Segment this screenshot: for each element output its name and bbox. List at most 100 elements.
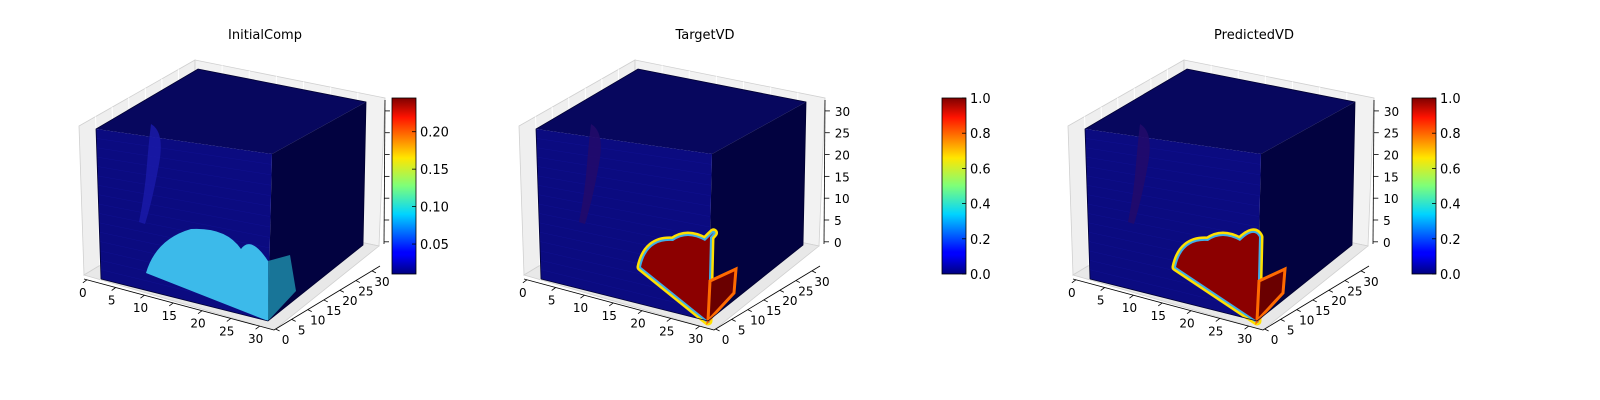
y-tick-label: 5 (298, 323, 306, 337)
voxel-line (98, 213, 270, 249)
x-tick-label: 30 (1237, 332, 1252, 346)
y-tick (339, 289, 345, 293)
x-tick (666, 318, 672, 322)
plume-side (706, 266, 738, 326)
y-tick (323, 299, 328, 303)
y-tick-label: 0 (1271, 333, 1279, 347)
y-tick-label: 20 (782, 294, 797, 308)
y-tick-label: 15 (766, 304, 781, 318)
x-tick-label: 25 (219, 324, 234, 338)
plume-core (641, 232, 714, 321)
y-tick-label: 20 (342, 294, 357, 308)
x-tick-label: 25 (1208, 324, 1223, 338)
y-tick-label: 10 (750, 314, 765, 328)
plume-core (146, 228, 268, 321)
y-tick (1312, 299, 1317, 303)
z-tick-label: 0 (834, 236, 842, 250)
z-tick-label: 10 (1383, 192, 1398, 206)
z-tick-label: 30 (1384, 105, 1399, 119)
x-tick-label: 5 (108, 294, 116, 308)
x-tick-label: 20 (630, 317, 645, 331)
y-tick (275, 328, 280, 332)
x-tick-label: 15 (162, 309, 177, 323)
y-tick-label: 0 (282, 333, 290, 347)
voxel-line (98, 203, 271, 238)
voxel-line (1085, 156, 1261, 186)
z-tick-label: 20 (835, 149, 850, 163)
voxel-line (537, 185, 711, 217)
y-tick-label: 15 (326, 304, 341, 318)
x-tick-label: 5 (1097, 294, 1105, 308)
cube-right-face (268, 102, 366, 321)
y-tick (307, 309, 312, 312)
x-tick (1129, 294, 1134, 299)
y-tick (811, 270, 817, 274)
x-tick (82, 279, 88, 284)
voxel-line (96, 138, 272, 165)
z-tick-label: 25 (1384, 127, 1399, 141)
y-tick-label: 15 (1315, 304, 1330, 318)
y-tick (763, 299, 768, 303)
y-tick-label: 10 (310, 314, 325, 328)
x-tick (609, 302, 614, 307)
x-tick-label: 20 (1179, 317, 1194, 331)
x-tick-label: 30 (248, 332, 263, 346)
y-tick (715, 328, 720, 332)
colorbar-tick-label: 0.10 (420, 201, 449, 216)
x-tick (1244, 325, 1249, 330)
y-tick (747, 309, 752, 312)
colorbar-tick-label: 0.2 (970, 233, 991, 248)
y-tick (731, 318, 736, 322)
voxel-line (98, 194, 271, 228)
y-tick-label: 5 (738, 323, 746, 337)
voxel-line (97, 175, 271, 207)
colorbar (941, 97, 967, 275)
y-tick-label: 25 (798, 285, 813, 299)
x-tick-label: 5 (548, 294, 556, 308)
x-tick-label: 15 (1151, 309, 1166, 323)
ghost-region (579, 124, 601, 224)
x-tick-label: 15 (602, 309, 617, 323)
z-tick-label: 5 (1383, 214, 1391, 228)
colorbar-tick-label: 0.8 (970, 127, 991, 142)
cube-top-face (1085, 69, 1355, 154)
z-tick-label: 20 (1384, 149, 1399, 163)
y-tick (1280, 318, 1285, 322)
y-tick (1344, 280, 1350, 283)
z-tick-label: 30 (835, 105, 850, 119)
y-tick (779, 289, 785, 293)
y-tick-label: 25 (358, 285, 373, 299)
y-tick (1360, 270, 1366, 274)
colorbar-tick-label: 0.4 (970, 198, 991, 213)
z-tick-label: 5 (834, 214, 842, 228)
x-tick-label: 0 (79, 286, 87, 300)
voxel-line (1086, 175, 1260, 207)
y-tick (1264, 328, 1269, 332)
x-tick (226, 318, 232, 322)
colorbar (1411, 97, 1437, 275)
cube-outline (535, 68, 807, 322)
cube-outline (95, 68, 367, 322)
x-tick-label: 30 (688, 332, 703, 346)
y-tick-label: 0 (722, 333, 730, 347)
voxel-line (1087, 203, 1260, 238)
y-tick (1328, 289, 1334, 293)
x-tick (695, 325, 700, 330)
plume-core (1176, 232, 1259, 321)
y-tick (355, 280, 361, 283)
voxel-line (96, 156, 272, 186)
voxel-line (1087, 194, 1260, 228)
voxel-line (538, 194, 711, 228)
y-tick-label: 20 (1331, 294, 1346, 308)
voxel-line (1085, 147, 1261, 176)
colorbar-tick-label: 1.0 (1440, 92, 1461, 107)
colorbar-tick-label: 0.0 (970, 268, 991, 283)
x-tick-label: 20 (190, 317, 205, 331)
x-tick (1215, 318, 1221, 322)
voxel-line (538, 203, 711, 238)
chart-title: InitialComp (228, 28, 302, 43)
cube-right-face (708, 102, 806, 321)
